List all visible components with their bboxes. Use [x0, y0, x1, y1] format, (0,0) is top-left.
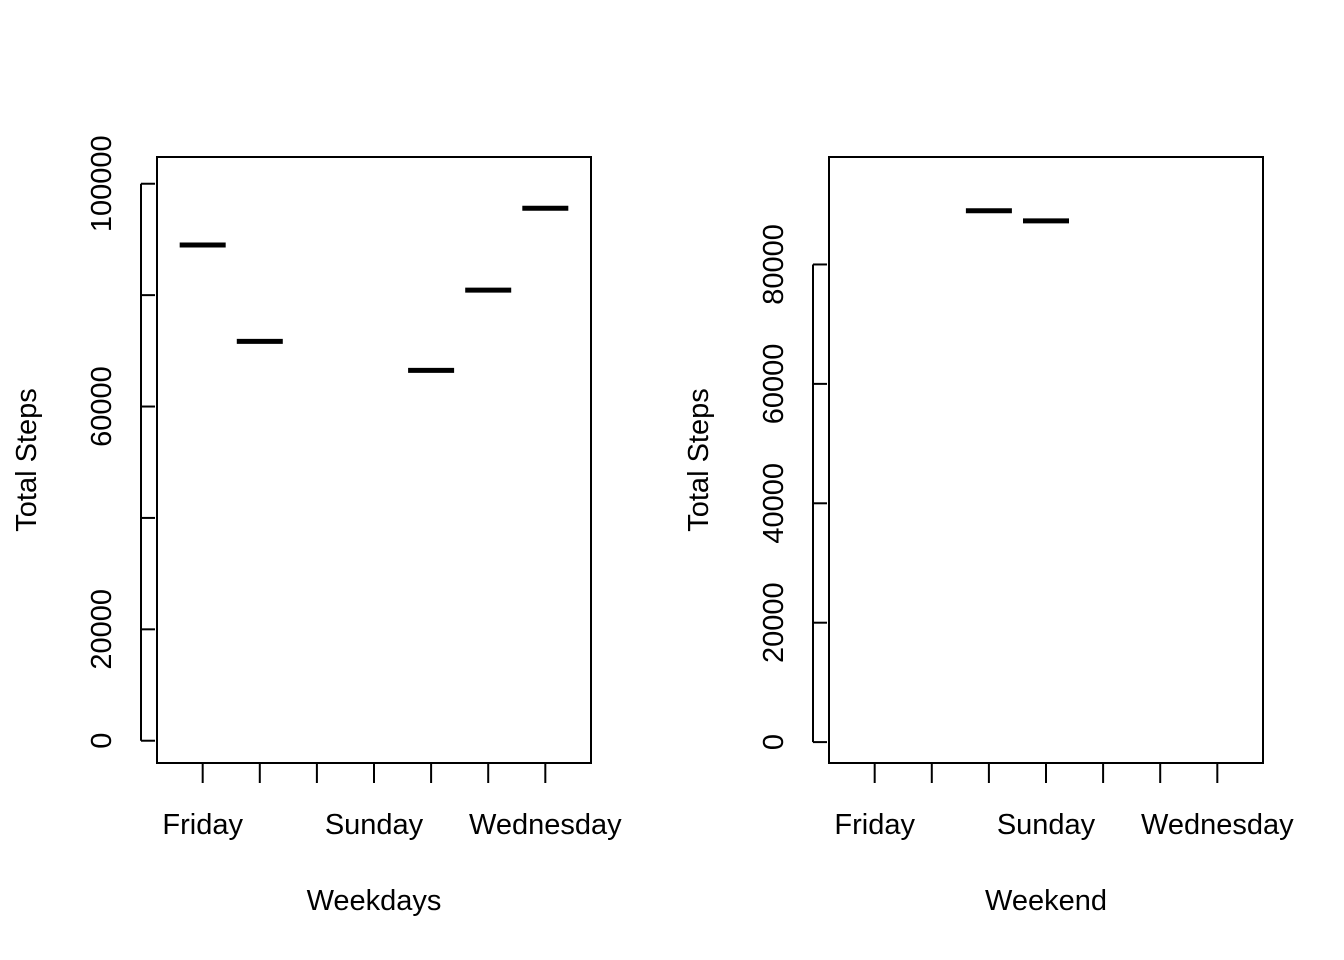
y-tick-label: 20000	[758, 582, 790, 663]
plot-frame	[828, 156, 1264, 764]
x-tick-label: Wednesday	[469, 809, 622, 841]
y-tick-label: 60000	[86, 366, 118, 447]
y-tick-label: 80000	[758, 224, 790, 305]
y-tick-label: 60000	[758, 344, 790, 425]
plot-frame	[156, 156, 592, 764]
x-tick-label: Sunday	[325, 809, 424, 841]
weekend-panel: 0 20000 40000 60000 80000 Friday Sunday Wednesd…	[683, 156, 1294, 917]
y-tick-label: 40000	[758, 463, 790, 544]
weekdays-panel: 0 20000 60000 100000 Friday Sunday Wednesday We…	[11, 135, 622, 917]
x-tick-label: Friday	[162, 809, 243, 841]
x-tick-label: Wednesday	[1141, 809, 1294, 841]
y-tick-label: 0	[758, 734, 790, 750]
x-tick-label: Sunday	[997, 809, 1096, 841]
y-tick-label: 100000	[86, 135, 118, 232]
y-tick-label: 0	[86, 733, 118, 749]
x-axis-title: Weekdays	[307, 885, 442, 917]
x-axis-title: Weekend	[985, 885, 1107, 917]
x-tick-label: Friday	[834, 809, 915, 841]
y-axis-title: Total Steps	[683, 388, 715, 531]
y-tick-label: 20000	[86, 589, 118, 670]
y-axis-title: Total Steps	[11, 388, 43, 531]
